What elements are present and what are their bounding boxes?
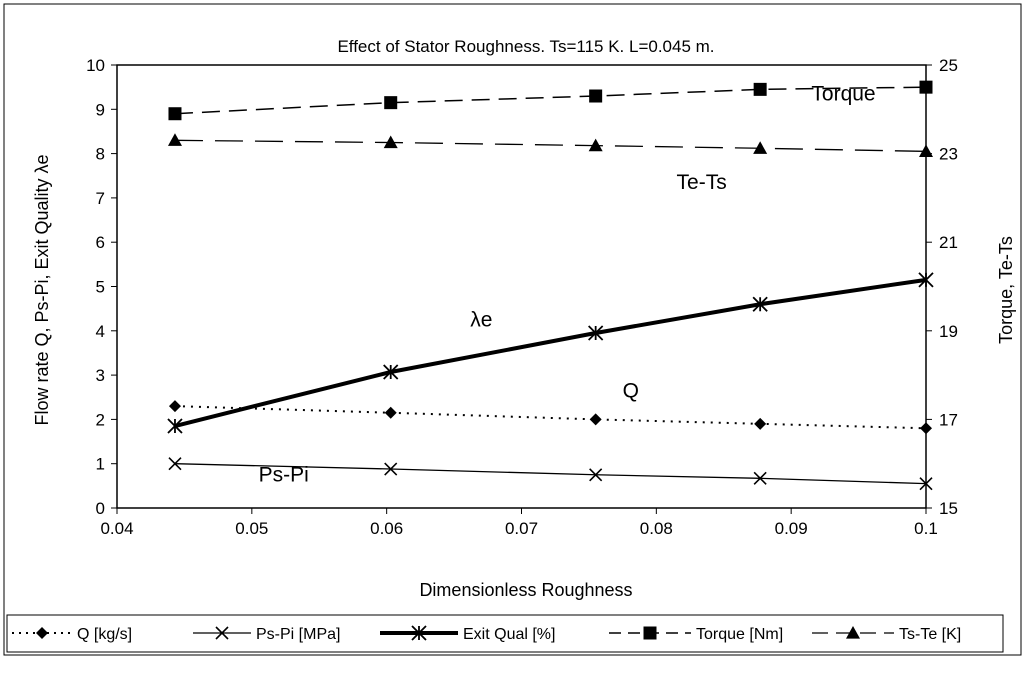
y-left-tick-label: 1 <box>96 455 105 474</box>
y-right-tick-label: 23 <box>939 145 958 164</box>
series-4-point <box>167 133 182 146</box>
series-3-point <box>168 107 182 121</box>
series-1-point <box>753 471 767 485</box>
y-left-tick-label: 4 <box>96 322 105 341</box>
legend-label: Q [kg/s] <box>77 626 132 643</box>
x-tick-label: 0.08 <box>640 519 673 538</box>
x-tick-label: 0.05 <box>235 519 268 538</box>
series-line-0 <box>174 405 927 430</box>
y-left-tick-label: 5 <box>96 278 105 297</box>
series-2-point <box>167 418 183 434</box>
y-left-tick-label: 3 <box>96 366 105 385</box>
y-right-tick-label: 17 <box>939 410 958 429</box>
y-left-tick-label: 6 <box>96 233 105 252</box>
annotation-label: Te-Ts <box>677 171 727 194</box>
legend-marker-1 <box>215 626 229 640</box>
series-4-point <box>753 141 768 154</box>
y-axis-right-title: Torque, Te-Ts <box>996 236 1016 344</box>
y-axis-left-title: Flow rate Q, Ps-Pi, Exit Quality λe <box>32 154 52 425</box>
series-1-point <box>589 468 603 482</box>
legend-marker-0 <box>36 627 48 639</box>
y-right-tick-label: 15 <box>939 499 958 518</box>
series-1-point <box>919 477 933 491</box>
series-2-point <box>918 272 934 288</box>
series-4-point <box>588 138 603 152</box>
legend-marker-3 <box>643 626 657 640</box>
plot-area <box>116 64 927 509</box>
chart-marks: 0.04 0.05 0.06 0.07 0.08 0.09 0.10123456789101… <box>86 56 958 538</box>
legend-label: Ts-Te [K] <box>899 626 961 643</box>
x-tick-label: 0.04 <box>100 519 133 538</box>
series-2-point <box>383 364 399 380</box>
x-tick-label: 0.07 <box>505 519 538 538</box>
series-1-point <box>168 457 182 471</box>
series-0-point <box>168 400 181 413</box>
series-line-2 <box>174 277 927 428</box>
y-left-tick-label: 0 <box>96 499 105 518</box>
legend: Q [kg/s] Ps-Pi [MPa] Exit Qual [%] Torque [… <box>6 614 1004 653</box>
annotation-label: Torque <box>811 82 875 105</box>
chart-title: Effect of Stator Roughness. Ts=115 K. L=… <box>337 37 714 56</box>
legend-marker-2 <box>411 625 427 641</box>
series-2-point <box>752 296 768 312</box>
chart-annotations: Torque Te-Ts λe Q Ps-Pi <box>259 82 876 486</box>
y-right-tick-label: 25 <box>939 56 958 75</box>
series-line-4 <box>174 139 927 153</box>
y-left-tick-label: 9 <box>96 100 105 119</box>
y-left-tick-label: 10 <box>86 56 105 75</box>
series-4-point <box>383 135 398 149</box>
annotation-label: Ps-Pi <box>259 463 309 486</box>
y-left-tick-label: 7 <box>96 189 105 208</box>
series-3-point <box>919 80 933 94</box>
annotation-label: Q <box>623 379 639 402</box>
y-right-tick-label: 19 <box>939 322 958 341</box>
series-4-point <box>919 144 933 157</box>
y-left-tick-label: 2 <box>96 410 105 429</box>
legend-label: Torque [Nm] <box>696 626 783 643</box>
x-axis-title: Dimensionless Roughness <box>419 580 632 600</box>
series-3-point <box>589 89 603 103</box>
legend-label: Ps-Pi [MPa] <box>256 626 340 643</box>
y-left-tick-label: 8 <box>96 145 105 164</box>
x-tick-label: 0.09 <box>775 519 808 538</box>
series-0-point <box>920 422 932 435</box>
x-tick-label: 0.06 <box>370 519 403 538</box>
x-tick-label: 0.1 <box>914 519 938 538</box>
series-3-point <box>384 96 398 110</box>
y-right-tick-label: 21 <box>939 233 958 252</box>
annotation-label: λe <box>470 308 492 331</box>
series-0-point <box>589 413 602 426</box>
series-0-point <box>754 417 767 430</box>
series-1-point <box>384 462 398 476</box>
legend-label: Exit Qual [%] <box>463 626 555 643</box>
series-3-point <box>753 82 767 96</box>
series-0-point <box>384 406 397 419</box>
series-2-point <box>588 325 604 341</box>
chart-area-border <box>3 3 1022 656</box>
legend-marker-4 <box>846 626 860 639</box>
